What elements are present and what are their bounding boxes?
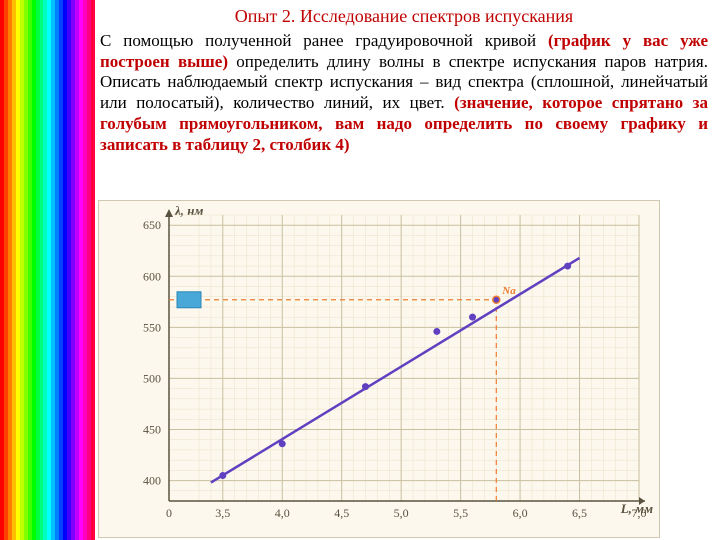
svg-text:600: 600 (143, 269, 161, 283)
svg-text:500: 500 (143, 371, 161, 385)
svg-text:Na: Na (501, 285, 516, 297)
svg-text:4,5: 4,5 (334, 506, 349, 520)
svg-text:6,5: 6,5 (572, 506, 587, 520)
svg-text:400: 400 (143, 474, 161, 488)
svg-text:5,5: 5,5 (453, 506, 468, 520)
svg-text:6,0: 6,0 (513, 506, 528, 520)
svg-text:7,0: 7,0 (632, 506, 647, 520)
svg-text:550: 550 (143, 320, 161, 334)
svg-text:5,0: 5,0 (394, 506, 409, 520)
text-part-1: С помощью полученной ранее градуировочно… (100, 31, 548, 50)
svg-text:450: 450 (143, 423, 161, 437)
svg-text:3,5: 3,5 (215, 506, 230, 520)
body-paragraph: С помощью полученной ранее градуировочно… (100, 31, 708, 155)
svg-text:0: 0 (166, 506, 172, 520)
calibration-chart: λ, нм L, мм 40045050055060065003,54,04,5… (98, 200, 660, 538)
svg-text:650: 650 (143, 218, 161, 232)
experiment-title: Опыт 2. Исследование спектров испускания (100, 6, 708, 27)
svg-text:4,0: 4,0 (275, 506, 290, 520)
